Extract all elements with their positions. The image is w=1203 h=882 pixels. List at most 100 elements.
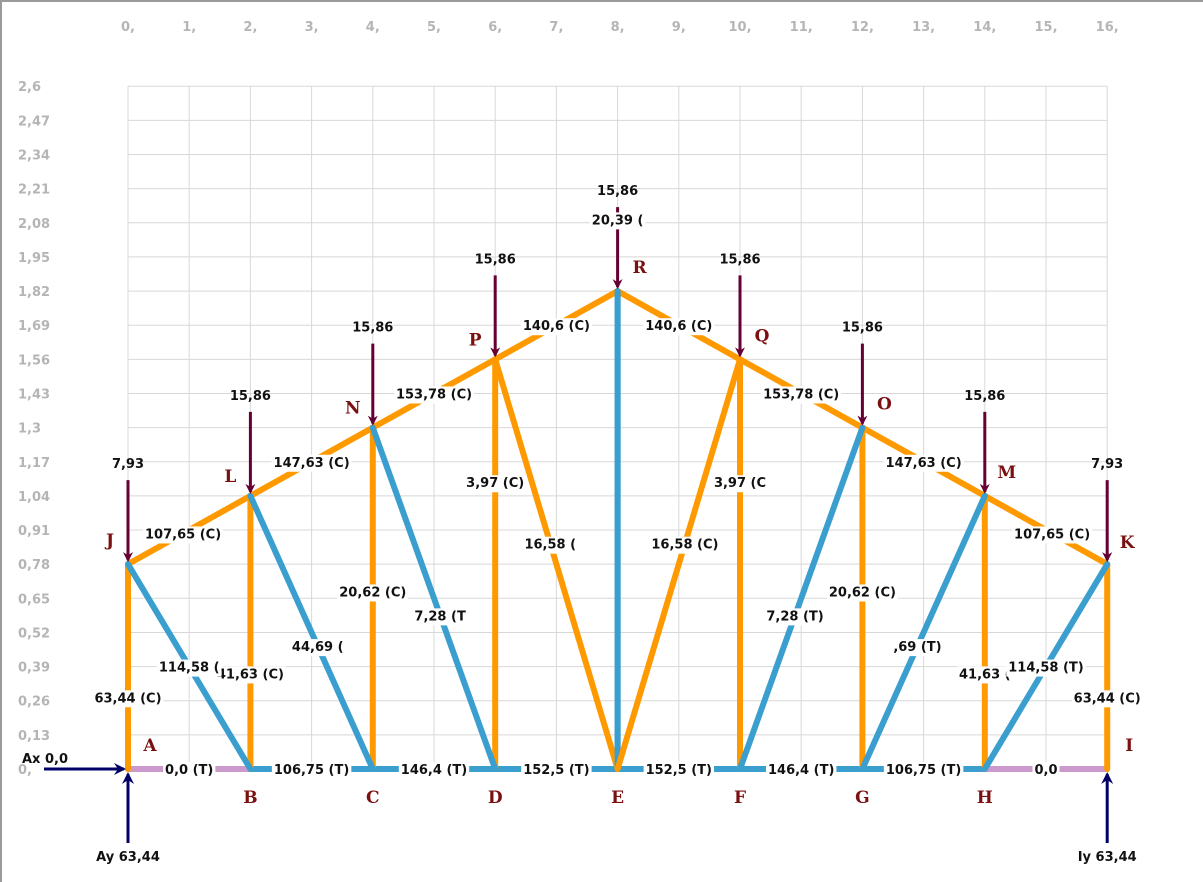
node-label-H: H [977,788,993,808]
x-tick-label: 4, [366,20,380,35]
force-label-background [337,584,409,602]
y-tick-label: 1,95 [18,251,50,266]
y-tick-label: 2,34 [18,149,50,164]
x-tick-label: 2, [243,20,257,35]
x-tick-label: 9, [672,20,686,35]
force-label-background [891,639,944,657]
force-label-OF: 7,28 (T) [766,609,823,624]
force-label-background [1032,762,1060,779]
y-tick-label: 0,52 [18,626,50,641]
member-MG [859,492,988,772]
y-tick-label: 1,3 [18,422,41,437]
x-tick-label: 7, [549,20,563,35]
x-tick-label: 3, [305,20,319,35]
x-tick-label: 5, [427,20,441,35]
force-label-MG: ,69 (T) [893,640,941,655]
force-label-QE: 16,58 (C) [651,538,718,553]
x-tick-label: 0, [121,20,135,35]
node-label-I: I [1125,736,1133,756]
load-value-Q: 15,86 [719,252,760,267]
force-label-background [143,526,224,544]
node-label-G: G [855,788,870,808]
force-label-LC: 44,69 ( [292,640,344,655]
force-label-KH: 114,58 (T) [1008,661,1083,676]
force-label-background [520,318,592,336]
force-label-background [643,318,715,336]
force-label-background [289,639,346,657]
node-label-K: K [1120,533,1136,553]
x-axis-ticks: 0, 1, 2, 3, 4, 5, 6, 7, 8, 9, 10, 11, 12, 13, 14, 15, 16… [121,20,1119,35]
force-label-ND: 7,28 (T [414,609,466,624]
node-label-A: A [142,736,157,756]
force-label-background [214,666,286,684]
y-tick-label: 2,47 [18,114,50,129]
y-tick-label: 0,26 [18,695,50,710]
y-tick-label: 0,13 [18,729,50,744]
force-label-BC: 106,75 (T) [274,763,349,778]
y-axis-ticks: 2,6 2,47 2,34 2,21 2,08 1,95 1,82 1,69 1,56 1,43 1… [18,80,50,778]
y-tick-label: 2,08 [18,217,50,232]
node-label-L: L [224,467,236,487]
load-value-R: 15,86 [597,184,638,199]
force-label-background [765,762,837,779]
force-label-AB: 0,0 (T) [165,763,213,778]
force-label-GH: 106,75 (T) [886,763,961,778]
y-tick-label: 1,69 [18,319,50,334]
node-label-E: E [611,788,624,808]
x-tick-label: 8, [611,20,625,35]
node-label-J: J [104,531,114,551]
force-label-background [156,659,222,677]
x-tick-label: 6, [488,20,502,35]
force-label-JB: 114,58 ( [159,661,220,676]
force-label-CN: 20,62 (C) [339,585,406,600]
node-label-N: N [345,399,361,419]
force-label-background [412,608,468,626]
force-label-background [643,762,715,779]
force-label-PE: 16,58 ( [524,538,576,553]
force-label-background [464,475,527,493]
reaction-label-A-x: Ax 0,0 [22,752,68,767]
force-label-AJ: 63,44 (C) [94,691,161,706]
x-tick-label: 11, [790,20,813,35]
load-value-L: 15,86 [230,389,271,404]
member-LC [247,492,376,772]
support-reactions: Ax 0,0 Ay 63,44 Iy 63,44 [22,752,1137,865]
y-tick-label: 1,04 [18,490,50,505]
node-label-Q: Q [755,326,770,346]
load-value-J: 7,93 [112,457,144,472]
force-label-background [883,762,964,779]
x-tick-label: 16, [1096,20,1119,35]
y-tick-label: 0,91 [18,524,50,539]
load-value-N: 15,86 [352,321,393,336]
load-value-P: 15,86 [475,252,516,267]
force-label-background [957,666,1013,684]
member-force-labels: 0,0 (T) 106,75 (T) 146,4 (T) 152,5 (T) 152,5… [92,212,1143,779]
force-label-QO: 153,78 (C) [763,387,839,402]
node-label-O: O [877,395,892,415]
force-label-NP: 153,78 (C) [396,387,472,402]
y-tick-label: 2,21 [18,183,50,198]
load-value-M: 15,86 [964,389,1005,404]
node-label-D: D [488,788,503,808]
member-PE [492,356,621,772]
force-label-background [711,475,769,493]
force-label-background [761,386,842,404]
force-label-DE: 152,5 (T) [523,763,589,778]
force-label-LN: 147,63 (C) [274,456,350,471]
force-label-background [589,212,646,230]
force-label-IK: 63,44 (C) [1074,691,1141,706]
force-label-background [521,762,592,779]
y-tick-label: 1,17 [18,456,50,471]
force-label-background [649,536,721,554]
load-value-K: 7,93 [1091,457,1123,472]
force-label-HM: 41,63 ( [959,667,1011,682]
force-label-background [883,454,964,472]
force-label-background [163,762,216,779]
node-labels: A B C D E F G H I J L N P R Q O M K [104,258,1136,808]
force-label-FQ: 3,97 (C [714,476,766,491]
x-tick-label: 13, [912,20,935,35]
y-tick-label: 1,82 [18,285,50,300]
node-label-P: P [469,330,482,350]
force-label-FG: 146,4 (T) [768,763,834,778]
force-label-background [271,762,352,779]
